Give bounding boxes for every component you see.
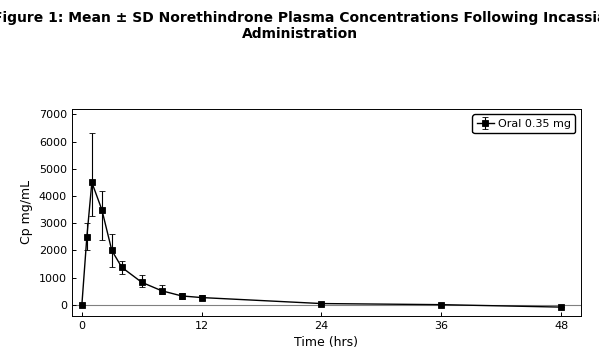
Y-axis label: Cp mg/mL: Cp mg/mL: [20, 180, 34, 244]
X-axis label: Time (hrs): Time (hrs): [295, 336, 358, 349]
Text: Figure 1: Mean ± SD Norethindrone Plasma Concentrations Following Incassia
Admin: Figure 1: Mean ± SD Norethindrone Plasma…: [0, 11, 599, 41]
Legend: Oral 0.35 mg: Oral 0.35 mg: [473, 114, 576, 133]
